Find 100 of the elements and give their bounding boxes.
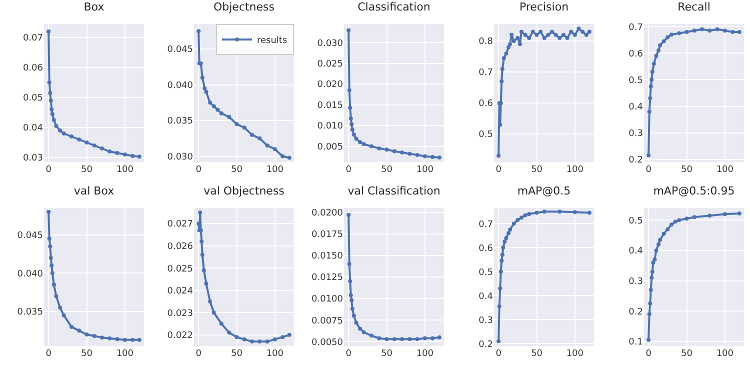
x-tick-label: 50: [381, 165, 393, 175]
point: [350, 128, 354, 132]
point: [227, 114, 232, 119]
point: [242, 126, 246, 130]
y-tick-label: 0.0175: [312, 230, 343, 240]
y-tick-label: 0.025: [167, 264, 193, 274]
point: [518, 42, 522, 46]
point: [650, 276, 654, 280]
y-tick-label: 0.024: [167, 286, 194, 296]
y-tick-label: 0.4: [478, 292, 494, 302]
point: [265, 340, 270, 344]
point: [362, 330, 366, 334]
y-tick-label: 0.1: [628, 338, 643, 348]
y-tick-label: 0.045: [167, 45, 193, 56]
point: [500, 258, 504, 263]
y-tick-label: 0.035: [167, 116, 193, 127]
point: [204, 90, 208, 94]
point: [497, 304, 502, 308]
point: [415, 152, 420, 157]
point: [358, 326, 362, 331]
point: [512, 39, 516, 44]
point: [646, 338, 651, 342]
point: [208, 100, 212, 105]
y-tick-label: 0.7: [478, 68, 493, 78]
point: [576, 26, 581, 31]
point: [108, 336, 112, 340]
y-tick-label: 0.2: [628, 156, 643, 166]
y-tick-label: 0.4: [628, 102, 644, 112]
x-tick-label: 0: [196, 165, 202, 175]
point: [47, 80, 52, 84]
point: [558, 210, 562, 214]
point: [196, 29, 201, 34]
chart-title: mAP@0.5: [517, 184, 571, 198]
point: [700, 27, 704, 32]
point: [272, 147, 277, 152]
point: [692, 28, 696, 33]
y-tick-label: 0.035: [17, 308, 43, 318]
point: [369, 144, 374, 148]
point: [48, 256, 53, 260]
x-tick-label: 50: [681, 349, 693, 359]
point: [722, 212, 727, 216]
point: [534, 210, 539, 215]
point: [666, 35, 670, 40]
y-tick-label: 0.6: [478, 99, 494, 110]
point: [496, 154, 501, 158]
point: [48, 244, 52, 248]
point: [130, 338, 135, 342]
x-tick-label: 100: [266, 349, 284, 359]
point: [500, 79, 504, 84]
point: [219, 322, 224, 326]
x-tick-label: 50: [681, 165, 693, 175]
point: [92, 334, 96, 338]
point: [677, 218, 682, 222]
point: [652, 258, 657, 262]
y-tick-label: 0.07: [22, 34, 43, 44]
point: [546, 32, 550, 37]
y-tick-label: 0.3: [628, 276, 643, 287]
y-tick-label: 0.023: [167, 308, 193, 319]
point: [350, 122, 354, 126]
y-tick-label: 0.0200: [312, 208, 344, 218]
point: [137, 154, 142, 159]
point: [737, 30, 742, 34]
y-tick-label: 0.025: [317, 60, 343, 70]
point: [100, 336, 104, 340]
point: [554, 32, 558, 37]
point: [354, 320, 358, 325]
point: [384, 148, 389, 152]
point: [350, 306, 354, 311]
point: [50, 112, 54, 116]
point: [530, 30, 535, 34]
point: [502, 240, 507, 244]
point: [62, 313, 66, 318]
point: [202, 86, 207, 90]
y-tick-label: 0.3: [478, 316, 493, 326]
point: [658, 238, 662, 242]
y-tick-label: 0.0100: [312, 294, 344, 305]
point: [350, 298, 354, 302]
point: [656, 48, 660, 53]
point: [58, 306, 62, 310]
chart-title: val Objectness: [204, 184, 285, 198]
x-tick-label: 100: [416, 349, 434, 359]
chart-title: val Classification: [348, 184, 440, 198]
y-tick-label: 0.0075: [312, 316, 343, 326]
point: [250, 132, 254, 137]
point: [496, 339, 501, 344]
x-tick-label: 50: [231, 165, 243, 175]
point: [408, 337, 412, 342]
point: [130, 154, 135, 158]
point: [523, 32, 528, 37]
x-tick-label: 50: [231, 349, 243, 359]
point: [656, 242, 660, 246]
point: [498, 122, 502, 127]
y-tick-label: 0.5: [478, 130, 493, 140]
point: [108, 150, 112, 154]
point: [508, 228, 512, 232]
point: [508, 42, 512, 46]
point: [227, 330, 232, 335]
point: [527, 36, 532, 40]
point: [684, 216, 689, 221]
point: [523, 213, 528, 218]
